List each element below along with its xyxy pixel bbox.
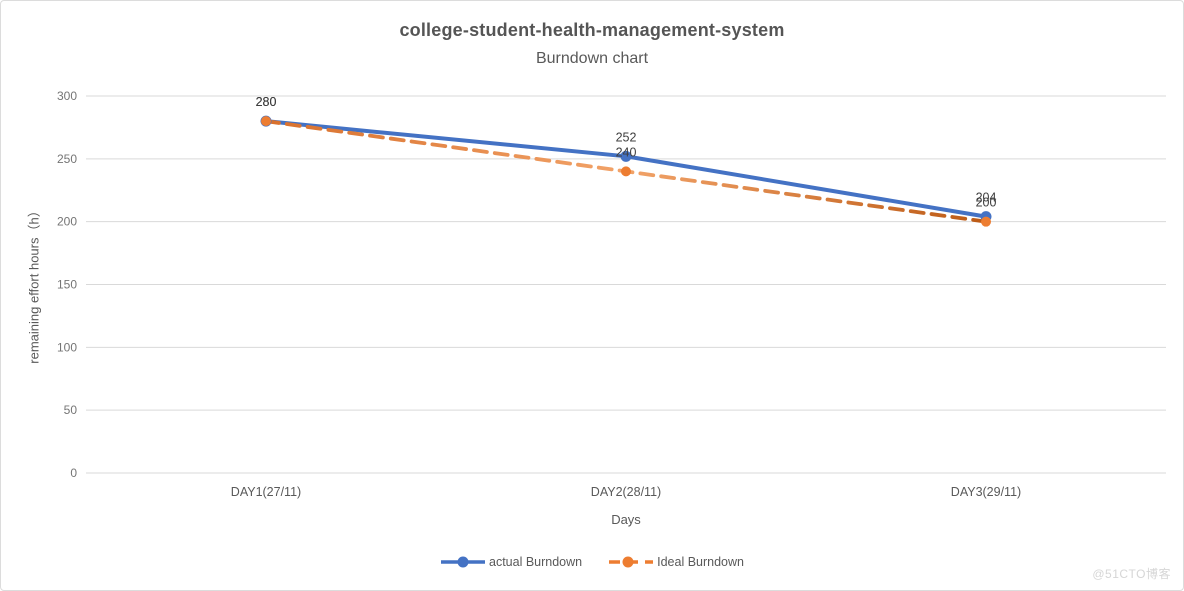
x-axis-title: Days [611,512,641,527]
x-category-day1: DAY1(27/11) [230,485,302,499]
data-label: 200 [976,196,997,210]
data-label: 204 [976,191,997,205]
svg-text:200: 200 [57,215,77,229]
svg-text:50: 50 [64,403,78,417]
data-label: 280 [256,95,277,109]
data-label: 280 [256,95,277,109]
data-label: 240 [616,145,637,159]
svg-text:0: 0 [70,466,77,480]
data-label: 252 [616,130,637,144]
legend-label-ideal: Ideal Burndown [657,555,744,569]
legend-item-ideal[interactable]: Ideal Burndown [608,555,744,569]
legend-label-actual: actual Burndown [489,555,583,569]
chart-subtitle: Burndown chart [535,50,649,67]
chart-title: college-student-health-management-system [399,20,785,40]
chart-legend: actual Burndown Ideal Burndown [1,555,1183,569]
svg-text:100: 100 [57,340,77,354]
x-category-day3: DAY3(29/11) [950,485,1022,499]
y-axis-title: remaining effort hours（h） [26,204,42,364]
actual-line-marker-icon [441,556,485,568]
legend-item-actual[interactable]: actual Burndown [440,555,582,569]
x-category-day2: DAY2(28/11) [590,485,662,499]
ideal-dashed-line-marker-icon [609,556,654,568]
svg-text:300: 300 [57,89,77,103]
watermark: @51CTO博客 [1092,567,1171,581]
svg-text:150: 150 [57,278,77,292]
svg-text:250: 250 [57,152,77,166]
